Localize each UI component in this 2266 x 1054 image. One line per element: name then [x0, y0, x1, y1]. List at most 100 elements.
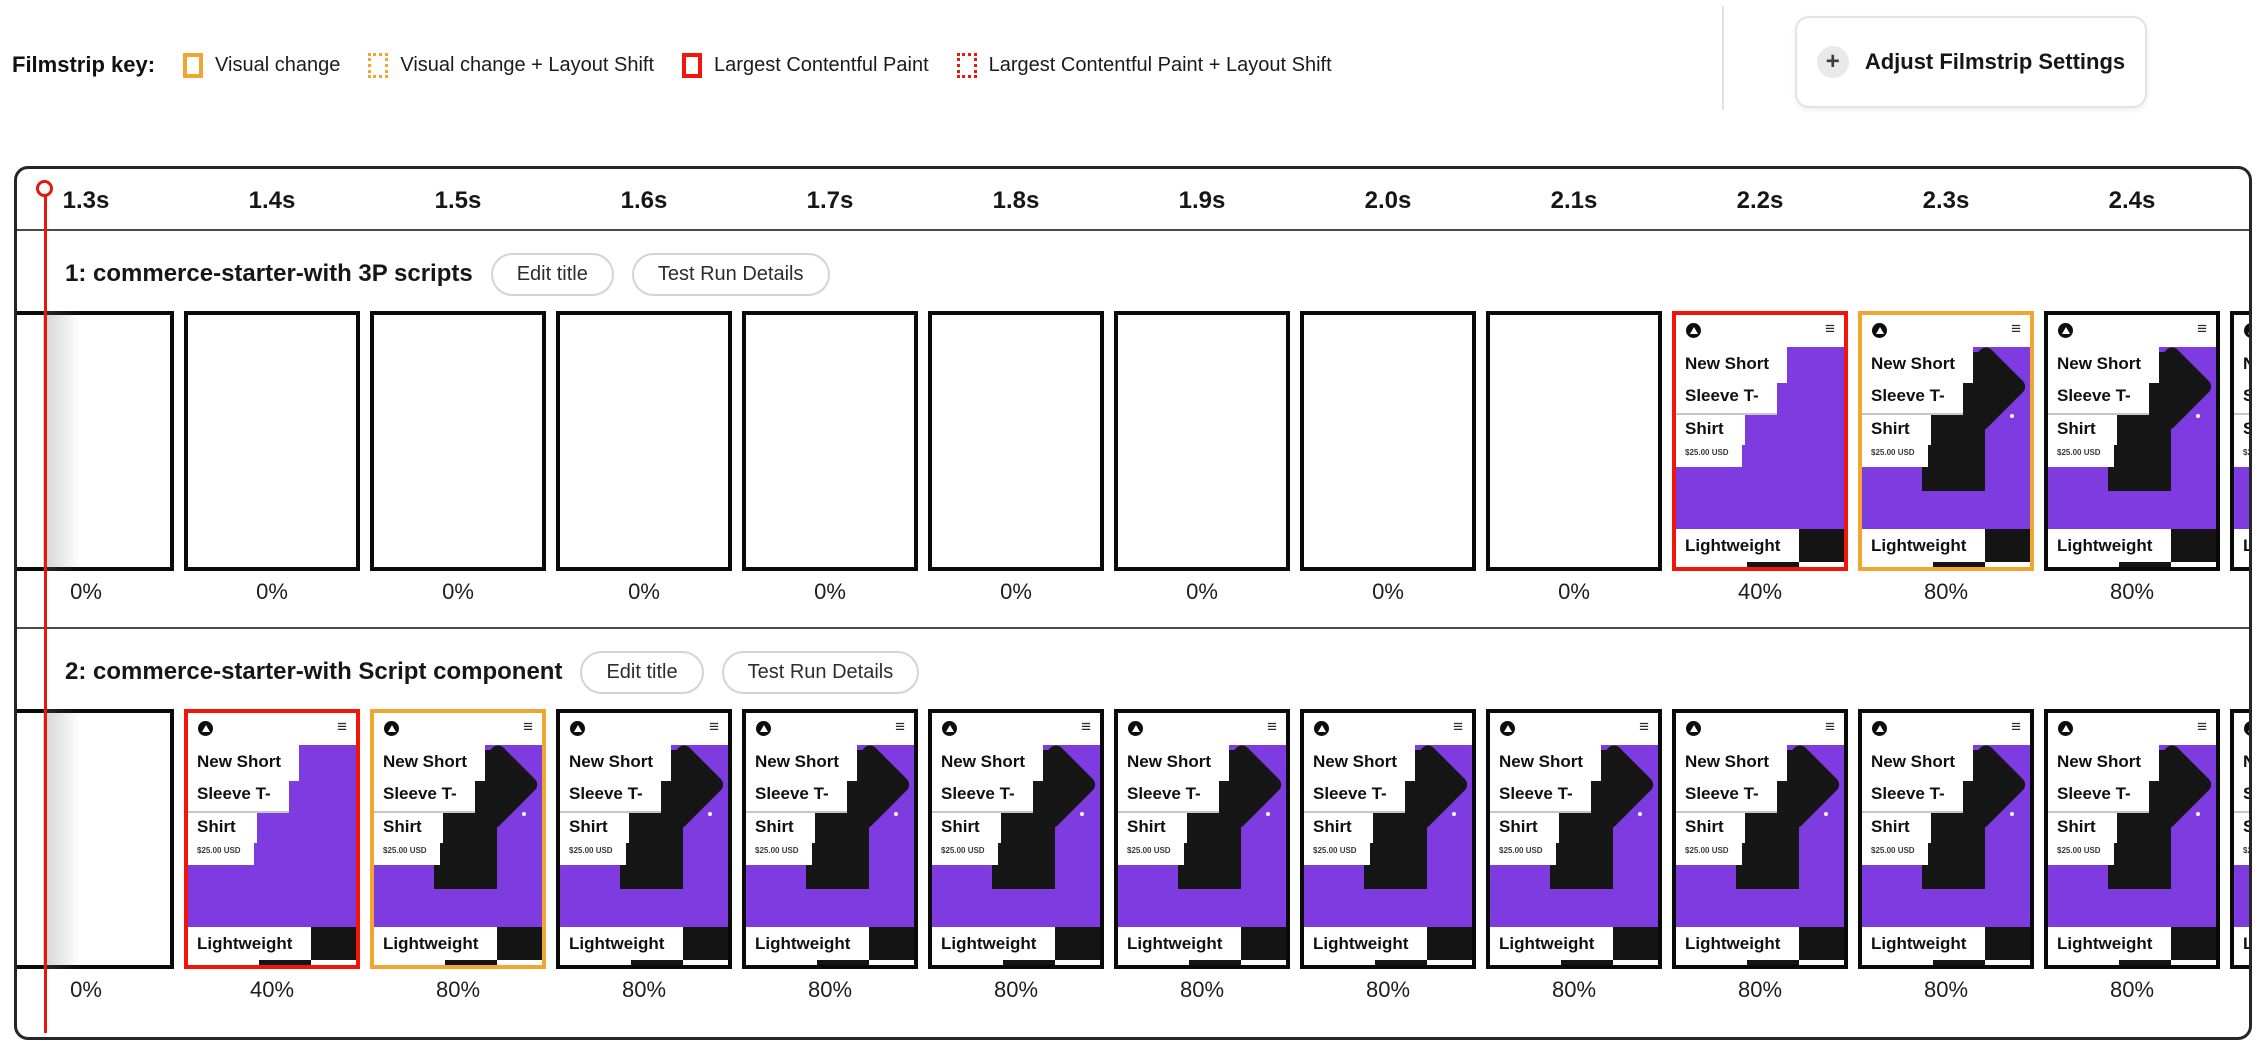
legend-item-label: Visual change	[215, 53, 341, 76]
product-title-text: Sleeve T-	[755, 784, 829, 803]
filmstrip-frame[interactable]: ≡ New Short Sleeve T- Shirt $25.00 USD Lightw…	[2230, 709, 2249, 969]
footer-dark-box	[310, 927, 356, 960]
visual-progress-label: 80%	[2109, 977, 2155, 1002]
filmstrip-frame[interactable]	[17, 311, 174, 571]
legend-item: Visual change + Layout Shift	[368, 52, 654, 78]
legend-swatch-icon	[956, 52, 977, 78]
visual-progress-label: 0%	[1372, 579, 1404, 604]
store-logo-icon	[1128, 721, 1143, 736]
product-price: $25.00 USD	[1676, 445, 1742, 467]
legend-item: Largest Contentful Paint + Layout Shift	[956, 52, 1332, 78]
filmstrip-frame[interactable]: ≡ New Short Sleeve T- Shirt $25.00 USD Lightw…	[1672, 311, 1848, 571]
timeline-tick: 1.9s	[1178, 187, 1226, 214]
thumbnail-footer: Lightweight	[560, 927, 728, 965]
product-title-text: New Short	[2057, 354, 2142, 373]
tshirt-dot	[1637, 812, 1642, 817]
product-title-line: New Short	[932, 745, 1043, 781]
filmstrip-frame[interactable]	[1114, 311, 1290, 571]
footer-dark-box	[1798, 927, 1844, 960]
timeline-tick: 2.3s	[1922, 187, 1970, 214]
product-title-line: Sleeve T-	[1118, 781, 1219, 813]
page-thumbnail: ≡ New Short Sleeve T- Shirt $25.00 USD Lightw…	[1862, 315, 2030, 567]
filmstrip-frame[interactable]: ≡ New Short Sleeve T- Shirt $25.00 USD Lightw…	[2230, 311, 2249, 571]
page-thumbnail: ≡ New Short Sleeve T- Shirt $25.00 USD Lightw…	[1676, 713, 1844, 965]
page-thumbnail: ≡ New Short Sleeve T- Shirt $25.00 USD Lightw…	[1304, 713, 1472, 965]
product-title-line: New Short	[1676, 347, 1787, 383]
thumbnail-header: ≡	[1118, 713, 1286, 745]
product-title-text: Shirt	[2243, 817, 2249, 836]
footer-label: Lightweight	[2057, 536, 2153, 555]
filmstrip-frame[interactable]	[17, 709, 174, 969]
legend-item: Visual change	[183, 52, 341, 78]
filmstrip-frame[interactable]	[556, 311, 732, 571]
thumbnail-header: ≡	[1304, 713, 1472, 745]
filmstrip-frame[interactable]: ≡ New Short Sleeve T- Shirt $25.00 USD Lightw…	[2044, 311, 2220, 571]
filmstrip-frame[interactable]	[1300, 311, 1476, 571]
filmstrip-frame[interactable]: ≡ New Short Sleeve T- Shirt $25.00 USD Lightw…	[1858, 709, 2034, 969]
filmstrip-frame[interactable]: ≡ New Short Sleeve T- Shirt $25.00 USD Lightw…	[1114, 709, 1290, 969]
product-price: $25.00 USD	[746, 843, 812, 865]
filmstrip-frame[interactable]: ≡ New Short Sleeve T- Shirt $25.00 USD Lightw…	[1672, 709, 1848, 969]
filmstrip-frame[interactable]	[742, 311, 918, 571]
page-thumbnail: ≡ New Short Sleeve T- Shirt $25.00 USD Lightw…	[560, 713, 728, 965]
product-title-text: Shirt	[1313, 817, 1352, 836]
filmstrip-frame[interactable]: ≡ New Short Sleeve T- Shirt $25.00 USD Lightw…	[1486, 709, 1662, 969]
test-run: 1: commerce-starter-with 3P scripts Edit …	[17, 251, 2249, 617]
menu-icon: ≡	[1825, 717, 1835, 736]
filmstrip-frame[interactable]: ≡ New Short Sleeve T- Shirt $25.00 USD Lightw…	[928, 709, 1104, 969]
filmstrip-frame[interactable]	[370, 311, 546, 571]
product-title-text: New Short	[1871, 752, 1956, 771]
footer-dark-box	[1054, 927, 1100, 960]
footer-dark-bar	[1746, 960, 1799, 965]
footer-label: Lightweight	[569, 934, 665, 953]
test-run-details-button[interactable]: Test Run Details	[721, 650, 920, 694]
timeline-tick: 2.0s	[1364, 187, 1412, 214]
thumbnail-body: New Short Sleeve T- Shirt $25.00 USD	[2234, 347, 2249, 529]
store-logo-icon	[384, 721, 399, 736]
filmstrip-frame[interactable]	[928, 311, 1104, 571]
filmstrip-frame[interactable]: ≡ New Short Sleeve T- Shirt $25.00 USD Lightw…	[1858, 311, 2034, 571]
filmstrip-frame[interactable]	[184, 311, 360, 571]
thumbnail-body: New Short Sleeve T- Shirt $25.00 USD	[1676, 347, 1844, 529]
test-run: 2: commerce-starter-with Script componen…	[17, 627, 2249, 1015]
visual-progress-label: 0%	[628, 579, 660, 604]
product-title-text: New Short	[1685, 354, 1770, 373]
product-title-line: New Short	[2234, 347, 2249, 383]
filmstrip-frame[interactable]	[1486, 311, 1662, 571]
menu-icon: ≡	[2011, 717, 2021, 736]
timeline-marker-handle[interactable]	[36, 180, 53, 197]
footer-dark-box	[868, 927, 914, 960]
product-title-line: Shirt	[2048, 813, 2117, 843]
visual-progress-label: 80%	[1365, 977, 1411, 1002]
edit-title-button[interactable]: Edit title	[490, 252, 614, 296]
product-title-line: Shirt	[2048, 415, 2117, 445]
filmstrip-frame[interactable]: ≡ New Short Sleeve T- Shirt $25.00 USD Lightw…	[184, 709, 360, 969]
product-title-line: Sleeve T-	[746, 781, 847, 813]
tshirt-dot	[1823, 812, 1828, 817]
filmstrip-frame[interactable]: ≡ New Short Sleeve T- Shirt $25.00 USD Lightw…	[556, 709, 732, 969]
filmstrip-frame[interactable]: ≡ New Short Sleeve T- Shirt $25.00 USD Lightw…	[370, 709, 546, 969]
menu-icon: ≡	[523, 717, 533, 736]
product-title-text: Shirt	[383, 817, 422, 836]
filmstrip-frame[interactable]: ≡ New Short Sleeve T- Shirt $25.00 USD Lightw…	[2044, 709, 2220, 969]
product-title-line: Shirt	[2234, 813, 2249, 843]
footer-label: Lightweight	[197, 934, 293, 953]
product-title-line: New Short	[1118, 745, 1229, 781]
product-title-line: Sleeve T-	[2048, 781, 2149, 813]
product-title-line: New Short	[2048, 347, 2159, 383]
adjust-filmstrip-settings-button[interactable]: + Adjust Filmstrip Settings	[1795, 16, 2147, 108]
filmstrip-frame[interactable]: ≡ New Short Sleeve T- Shirt $25.00 USD Lightw…	[742, 709, 918, 969]
logo-mark	[946, 725, 954, 732]
product-title-text: New Short	[1313, 752, 1398, 771]
thumbnail-body: New Short Sleeve T- Shirt $25.00 USD	[560, 745, 728, 927]
menu-icon: ≡	[709, 717, 719, 736]
header-divider	[1722, 6, 1724, 110]
filmstrip-frame[interactable]: ≡ New Short Sleeve T- Shirt $25.00 USD Lightw…	[1300, 709, 1476, 969]
footer-dark-box	[1798, 529, 1844, 562]
test-run-details-button[interactable]: Test Run Details	[631, 252, 830, 296]
logo-mark	[1504, 725, 1512, 732]
edit-title-button[interactable]: Edit title	[580, 650, 704, 694]
timeline-marker-line[interactable]	[44, 196, 47, 1033]
product-title-text: Sleeve T-	[2057, 386, 2131, 405]
footer-label: Lightweight	[1685, 934, 1781, 953]
